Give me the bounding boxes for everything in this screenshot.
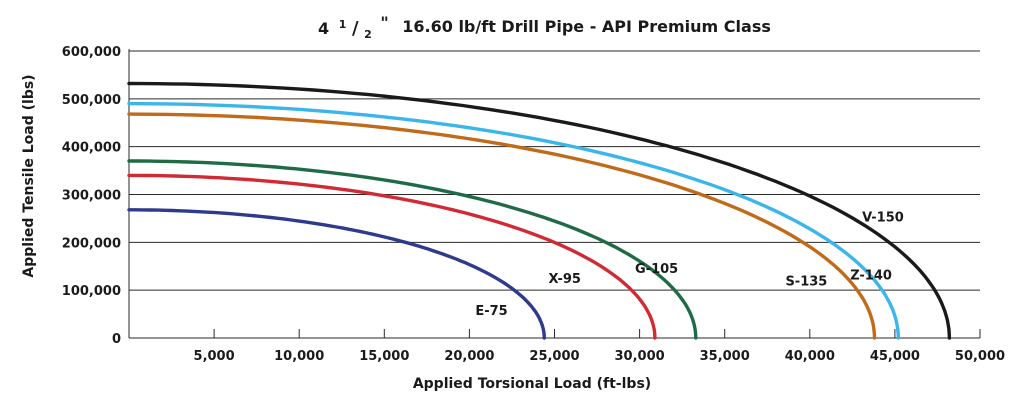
- series-label-z-140: Z-140: [850, 269, 892, 284]
- x-tick-label-1: 10,000: [274, 349, 324, 364]
- y-tick-label-1: 100,000: [62, 284, 121, 299]
- y-tick-label-3: 300,000: [62, 189, 121, 204]
- title-fraction-numerator: 1: [339, 18, 347, 31]
- series-label-g-105: G-105: [635, 262, 678, 277]
- x-tick-label-6: 35,000: [700, 349, 750, 364]
- series-curve-e-75: [127, 208, 546, 340]
- y-tick-label-0: 0: [112, 332, 121, 347]
- x-tick-label-2: 15,000: [359, 349, 409, 364]
- series-labels: E-75 X-95 G-105 S-135 Z-140 V-150: [475, 210, 903, 319]
- y-axis-ticks: 0 100,000 200,000 300,000 400,000 500,000 600,…: [62, 45, 121, 347]
- title-fraction-denominator: 2: [364, 28, 372, 41]
- x-tick-label-9: 50,000: [955, 349, 1005, 364]
- grid-lines: [128, 49, 980, 339]
- series-curves: [127, 81, 952, 340]
- x-tick-label-8: 45,000: [870, 349, 920, 364]
- y-tick-label-6: 600,000: [62, 45, 121, 60]
- series-label-e-75: E-75: [475, 304, 507, 319]
- x-axis-ticks: 5,000 10,000 15,000 20,000 25,000 30,000 35,00…: [194, 329, 1005, 364]
- title-fraction-slash: /: [352, 18, 359, 39]
- series-curve-x-95: [127, 173, 657, 340]
- series-curve-g-105: [127, 159, 698, 340]
- x-axis-title: Applied Torsional Load (ft-lbs): [413, 376, 651, 392]
- y-axis-title: Applied Tensile Load (lbs): [21, 74, 37, 277]
- series-label-s-135: S-135: [785, 274, 827, 289]
- x-tick-label-7: 40,000: [785, 349, 835, 364]
- series-curve-s-135: [127, 112, 877, 340]
- series-curve-v-150: [127, 81, 952, 340]
- x-tick-label-3: 20,000: [444, 349, 494, 364]
- title-size-whole: 4: [318, 19, 329, 38]
- y-tick-label-4: 400,000: [62, 141, 121, 156]
- series-curve-z-140: [127, 101, 900, 340]
- series-label-x-95: X-95: [548, 272, 580, 287]
- x-tick-label-5: 30,000: [615, 349, 665, 364]
- title-inch-mark: ": [380, 13, 388, 32]
- title-main: 16.60 lb/ft Drill Pipe - API Premium Cla…: [402, 17, 771, 36]
- y-tick-label-5: 500,000: [62, 93, 121, 108]
- series-label-v-150: V-150: [862, 210, 904, 225]
- chart-title: 4 1 / 2 " 16.60 lb/ft Drill Pipe - API P…: [318, 13, 771, 42]
- x-tick-label-0: 5,000: [194, 349, 235, 364]
- y-tick-label-2: 200,000: [62, 236, 121, 251]
- x-tick-label-4: 25,000: [529, 349, 579, 364]
